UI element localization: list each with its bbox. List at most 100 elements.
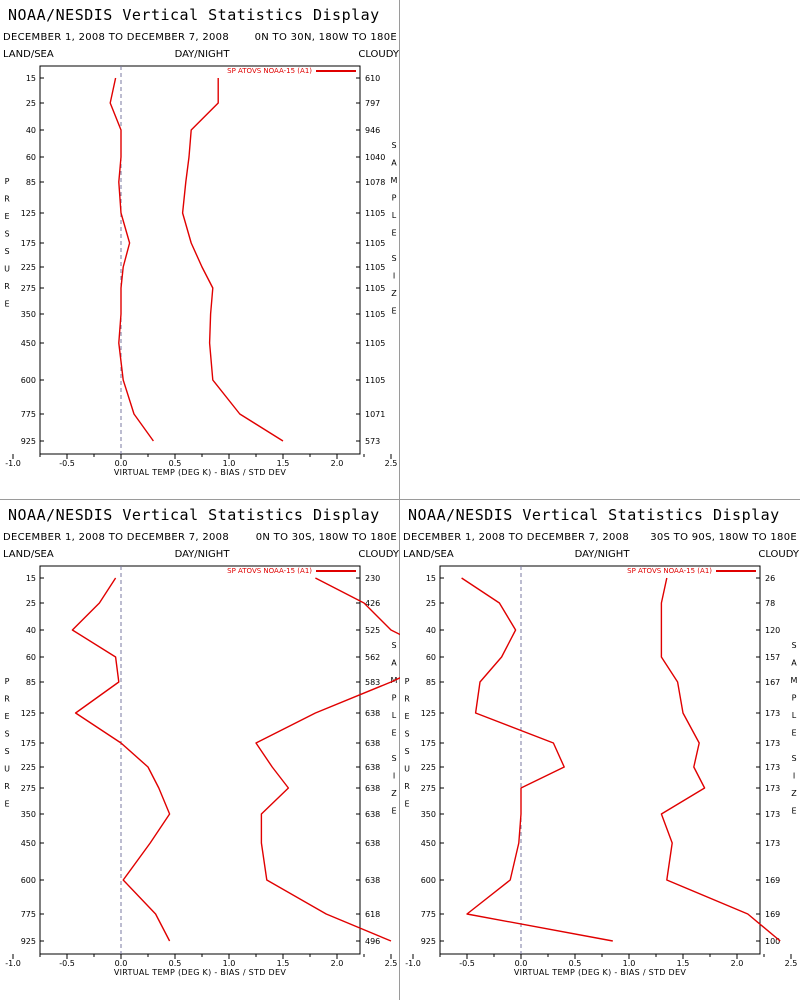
pressure-level-label: 15 [26, 574, 36, 583]
plot-frame [39, 565, 361, 955]
pressure-axis-letter: E [4, 300, 9, 309]
land-sea-label: LAND/SEA [3, 49, 54, 60]
x-tick-label: 1.5 [277, 959, 290, 968]
pressure-level-label: 85 [426, 678, 436, 687]
sample-size-label: 1105 [365, 239, 385, 248]
pressure-level-label: 60 [26, 153, 36, 162]
sample-size-label: 638 [365, 784, 380, 793]
pressure-level-label: 775 [21, 910, 36, 919]
pressure-level-label: 125 [421, 709, 436, 718]
pressure-axis-letter: P [5, 677, 10, 686]
pressure-axis-letter: E [4, 712, 9, 721]
panel-region: 0N TO 30N, 180W TO 180E [255, 32, 397, 43]
sample-size-label: 638 [365, 763, 380, 772]
sample-size-label: 638 [365, 839, 380, 848]
pressure-axis-letter: R [404, 695, 410, 704]
pressure-level-label: 15 [426, 574, 436, 583]
sample-size-axis-letter: I [393, 272, 395, 281]
sample-size-axis-letter: A [791, 659, 797, 668]
sample-size-axis-letter: E [791, 729, 796, 738]
pressure-level-label: 925 [21, 937, 36, 946]
pressure-level-label: 600 [21, 376, 36, 385]
pressure-level-label: 25 [26, 99, 36, 108]
cloudy-label: CLOUDY [358, 549, 400, 560]
x-tick-label: 2.5 [385, 959, 398, 968]
sample-size-axis-letter: E [391, 807, 396, 816]
pressure-axis-letter: S [4, 747, 9, 756]
sample-size-label: 169 [765, 910, 780, 919]
x-axis-label: VIRTUAL TEMP (DEG K) - BIAS / STD DEV [114, 468, 287, 477]
sample-size-label: 1105 [365, 310, 385, 319]
pressure-axis-letter: S [404, 747, 409, 756]
day-night-label: DAY/NIGHT [175, 49, 231, 60]
panel-divider-bottom [399, 500, 400, 1000]
pressure-level-label: 925 [21, 437, 36, 446]
pressure-level-label: 175 [21, 739, 36, 748]
sample-size-label: 100 [765, 937, 780, 946]
pressure-axis-letter: R [4, 695, 10, 704]
pressure-level-label: 85 [26, 678, 36, 687]
day-night-label: DAY/NIGHT [175, 549, 231, 560]
pressure-axis-letter: P [5, 177, 10, 186]
x-tick-label: 1.5 [277, 459, 290, 468]
sample-size-axis-letter: E [391, 229, 396, 238]
x-tick-label: -0.5 [59, 459, 75, 468]
x-tick-label: 1.5 [677, 959, 690, 968]
x-axis-label: VIRTUAL TEMP (DEG K) - BIAS / STD DEV [114, 968, 287, 977]
std-dev-series-line [181, 78, 284, 442]
sample-size-label: 583 [365, 678, 380, 687]
x-tick-label: 0.5 [169, 459, 182, 468]
sample-size-axis-letter: L [792, 711, 797, 720]
pressure-level-label: 25 [26, 599, 36, 608]
pressure-level-label: 275 [421, 784, 436, 793]
panel-title: NOAA/NESDIS Vertical Statistics Display [408, 506, 780, 524]
bias-series-line [461, 577, 613, 942]
bias-series-line [71, 577, 171, 942]
pressure-level-label: 40 [26, 126, 36, 135]
x-tick-label: -1.0 [5, 959, 21, 968]
pressure-level-label: 60 [426, 653, 436, 662]
pressure-axis-letter: S [4, 230, 9, 239]
pressure-axis-letter: U [404, 765, 410, 774]
pressure-level-label: 15 [26, 74, 36, 83]
panel-title: NOAA/NESDIS Vertical Statistics Display [8, 506, 380, 524]
sample-size-label: 562 [365, 653, 380, 662]
panel-date-range: DECEMBER 1, 2008 TO DECEMBER 7, 2008 [3, 32, 229, 43]
sample-size-label: 1105 [365, 376, 385, 385]
sample-size-axis-letter: E [391, 307, 396, 316]
sample-size-axis-letter: Z [791, 789, 797, 798]
pressure-level-label: 275 [21, 784, 36, 793]
pressure-axis-letter: S [404, 730, 409, 739]
pressure-axis-letter: E [4, 800, 9, 809]
pressure-level-label: 40 [426, 626, 436, 635]
x-tick-label: 2.0 [331, 959, 344, 968]
pressure-level-label: 600 [21, 876, 36, 885]
sample-size-axis-letter: P [392, 194, 397, 203]
pressure-axis-letter: R [4, 282, 10, 291]
pressure-axis-letter: E [404, 800, 409, 809]
stats-chart-svg: NOAA/NESDIS Vertical Statistics Display D… [403, 506, 800, 977]
sample-size-label: 573 [365, 437, 380, 446]
x-tick-label: 0.5 [569, 959, 582, 968]
pressure-level-label: 175 [21, 239, 36, 248]
sample-size-axis-letter: Z [391, 789, 397, 798]
pressure-level-label: 775 [21, 410, 36, 419]
pressure-axis-letter: U [4, 765, 10, 774]
bias-series-line [109, 77, 154, 442]
pressure-level-label: 60 [26, 653, 36, 662]
legend-label: SP ATOVS NOAA-15 (A1) [627, 567, 712, 575]
pressure-level-label: 350 [21, 310, 36, 319]
pressure-axis-letter: R [4, 782, 10, 791]
sample-size-label: 157 [765, 653, 780, 662]
sample-size-label: 638 [365, 810, 380, 819]
sample-size-label: 638 [365, 709, 380, 718]
land-sea-label: LAND/SEA [403, 549, 454, 560]
pressure-level-label: 925 [421, 937, 436, 946]
sample-size-axis-letter: L [392, 711, 397, 720]
sample-size-label: 26 [765, 574, 775, 583]
pressure-level-label: 450 [21, 339, 36, 348]
stats-panel-0n-30s: NOAA/NESDIS Vertical Statistics Display D… [0, 500, 400, 1000]
sample-size-label: 173 [765, 839, 780, 848]
sample-size-axis-letter: S [391, 254, 396, 263]
cloudy-label: CLOUDY [358, 49, 400, 60]
